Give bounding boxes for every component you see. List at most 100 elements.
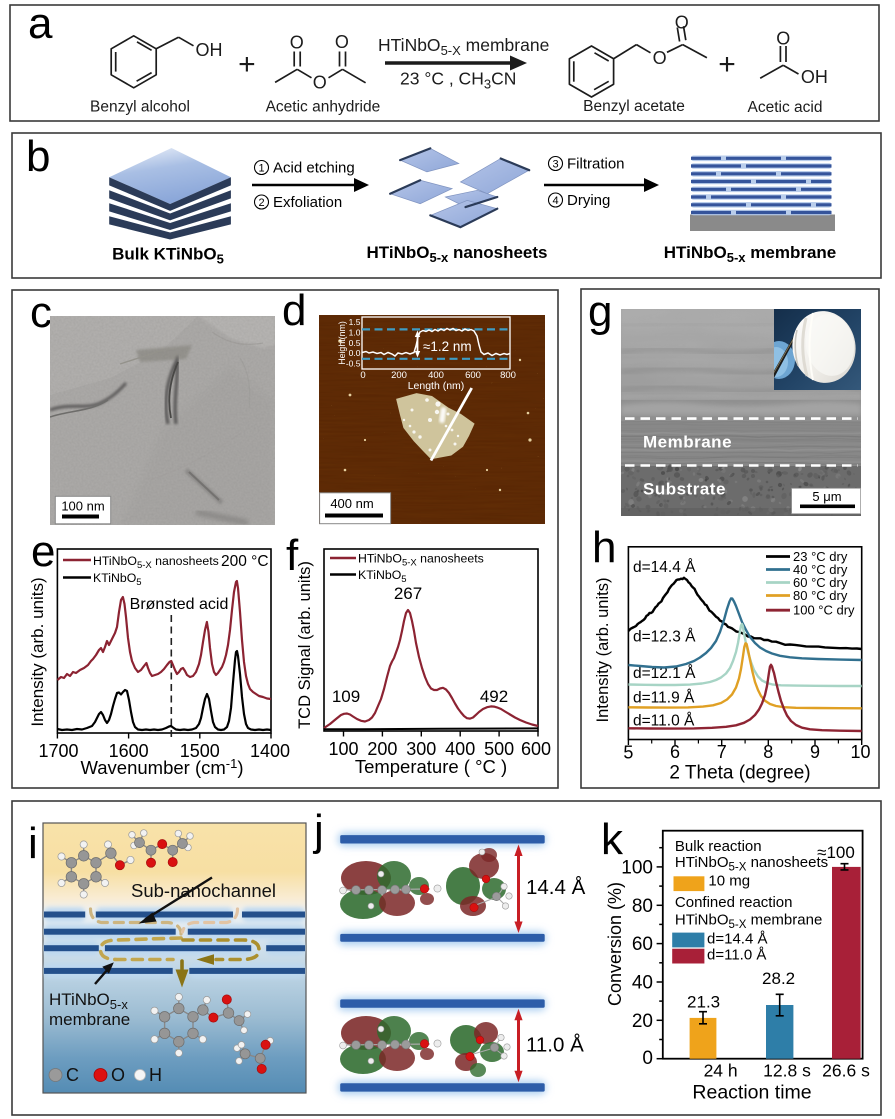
svg-text:28.2: 28.2 [762,969,795,988]
svg-text:Bulk reaction: Bulk reaction [675,838,762,855]
svg-text:300: 300 [406,739,436,759]
svg-text:Conversion (%): Conversion (%) [605,882,625,1006]
svg-text:24 h: 24 h [704,1061,738,1081]
svg-text:Intensity (arb. units): Intensity (arb. units) [594,578,612,723]
svg-text:267: 267 [394,584,422,603]
svg-text:Substrate: Substrate [643,480,726,499]
svg-text:k: k [601,815,624,864]
svg-text:200: 200 [391,370,407,381]
svg-text:26.6 s: 26.6 s [822,1061,870,1081]
svg-text:7: 7 [717,742,727,762]
svg-text:a: a [28,0,53,48]
svg-text:membrane: membrane [49,1010,130,1029]
svg-text:O: O [776,28,790,48]
svg-text:80: 80 [632,896,653,917]
svg-text:600: 600 [465,370,481,381]
svg-text:O: O [111,1065,125,1085]
svg-text:HTiNbO5-X nanosheets: HTiNbO5-X nanosheets [358,552,484,569]
svg-text:100: 100 [328,739,358,759]
svg-text:h: h [592,523,616,572]
svg-text:9: 9 [810,742,820,762]
svg-text:Height(nm): Height(nm) [337,321,347,365]
svg-text:Length (nm): Length (nm) [408,380,465,392]
svg-text:Sub-nanochannel: Sub-nanochannel [131,880,276,901]
svg-text:40: 40 [632,973,653,994]
svg-text:3: 3 [552,159,558,171]
svg-text:1600: 1600 [109,741,149,761]
svg-text:6: 6 [670,742,680,762]
svg-text:O: O [335,32,349,52]
svg-text:g: g [588,287,612,336]
svg-text:Intensity (arb. units): Intensity (arb. units) [28,577,47,726]
svg-text:j: j [312,806,324,855]
svg-text:1700: 1700 [38,741,78,761]
svg-text:i: i [28,819,38,868]
svg-text:OH: OH [196,40,223,60]
svg-text:d=14.4 Å: d=14.4 Å [633,559,696,576]
svg-text:TCD Signal (arb. units): TCD Signal (arb. units) [296,561,314,729]
svg-text:109: 109 [332,687,360,706]
svg-text:800: 800 [500,370,516,381]
svg-text:14.4 Å: 14.4 Å [526,876,586,899]
svg-text:Acid etching: Acid etching [273,160,355,177]
svg-text:d=11.9 Å: d=11.9 Å [633,690,695,707]
svg-text:500: 500 [484,739,514,759]
svg-text:80 °C dry: 80 °C dry [793,588,848,603]
svg-text:0: 0 [360,370,365,381]
svg-text:0.5: 0.5 [349,338,361,348]
svg-text:200 °C: 200 °C [221,553,269,570]
svg-text:O: O [675,13,689,33]
svg-text:KTiNbO5: KTiNbO5 [358,568,407,585]
svg-text:O: O [653,48,667,68]
svg-text:O: O [290,33,304,53]
svg-text:100: 100 [621,857,653,878]
svg-text:60 °C dry: 60 °C dry [793,575,848,590]
svg-text:d=12.1 Å: d=12.1 Å [633,665,696,682]
svg-text:5: 5 [623,743,633,763]
svg-text:HTiNbO5-X membrane: HTiNbO5-X membrane [378,35,549,58]
svg-text:d=11.0 Å: d=11.0 Å [707,946,766,963]
svg-text:1.5: 1.5 [349,317,361,327]
svg-text:20: 20 [632,1011,653,1032]
svg-text:11.0 Å: 11.0 Å [526,1033,584,1056]
svg-text:23 °C dry: 23 °C dry [793,549,848,564]
svg-text:HTiNbO5-X nanosheets: HTiNbO5-X nanosheets [675,854,828,874]
svg-text:f: f [286,531,299,580]
svg-text:Benzyl acetate: Benzyl acetate [583,98,685,115]
svg-text:HTiNbO5-x: HTiNbO5-x [49,990,128,1012]
svg-text:C: C [66,1065,79,1085]
svg-text:Membrane: Membrane [643,433,732,452]
svg-text:OH: OH [801,67,828,87]
svg-text:-0.5: -0.5 [346,359,361,369]
svg-text:KTiNbO5: KTiNbO5 [93,571,142,588]
svg-text:400 nm: 400 nm [330,496,373,511]
svg-text:b: b [26,132,50,181]
svg-text:H: H [149,1065,162,1085]
svg-text:HTiNbO5-X membrane: HTiNbO5-X membrane [675,912,822,932]
svg-text:1400: 1400 [250,741,290,761]
svg-text:1.0: 1.0 [349,327,361,337]
svg-text:400: 400 [445,739,475,759]
svg-text:100 nm: 100 nm [61,499,104,514]
svg-text:40 °C dry: 40 °C dry [793,562,848,577]
svg-text:492: 492 [480,687,508,706]
svg-text:5 μm: 5 μm [812,489,841,504]
svg-text:d=11.0 Å: d=11.0 Å [633,712,695,729]
svg-text:0: 0 [642,1048,653,1069]
svg-text:2 Theta (degree): 2 Theta (degree) [669,763,810,784]
svg-text:d: d [282,286,306,335]
svg-text:d=12.3 Å: d=12.3 Å [633,629,696,646]
svg-text:12.8 s: 12.8 s [763,1061,811,1081]
svg-text:Wavenumber (cm-1): Wavenumber (cm-1) [80,756,243,778]
svg-text:Acetic anhydride: Acetic anhydride [266,99,381,116]
svg-text:Acetic acid: Acetic acid [748,99,823,116]
svg-text:+: + [718,48,736,81]
svg-text:≈100: ≈100 [817,843,855,862]
svg-text:≈1.2 nm: ≈1.2 nm [423,339,472,354]
svg-text:Temperature ( °C ): Temperature ( °C ) [355,756,507,777]
svg-text:HTiNbO5-X nanosheets: HTiNbO5-X nanosheets [93,554,219,571]
svg-text:1500: 1500 [180,741,220,761]
svg-text:400: 400 [428,370,444,381]
svg-text:Drying: Drying [567,192,610,209]
svg-text:Reaction time: Reaction time [692,1082,811,1104]
